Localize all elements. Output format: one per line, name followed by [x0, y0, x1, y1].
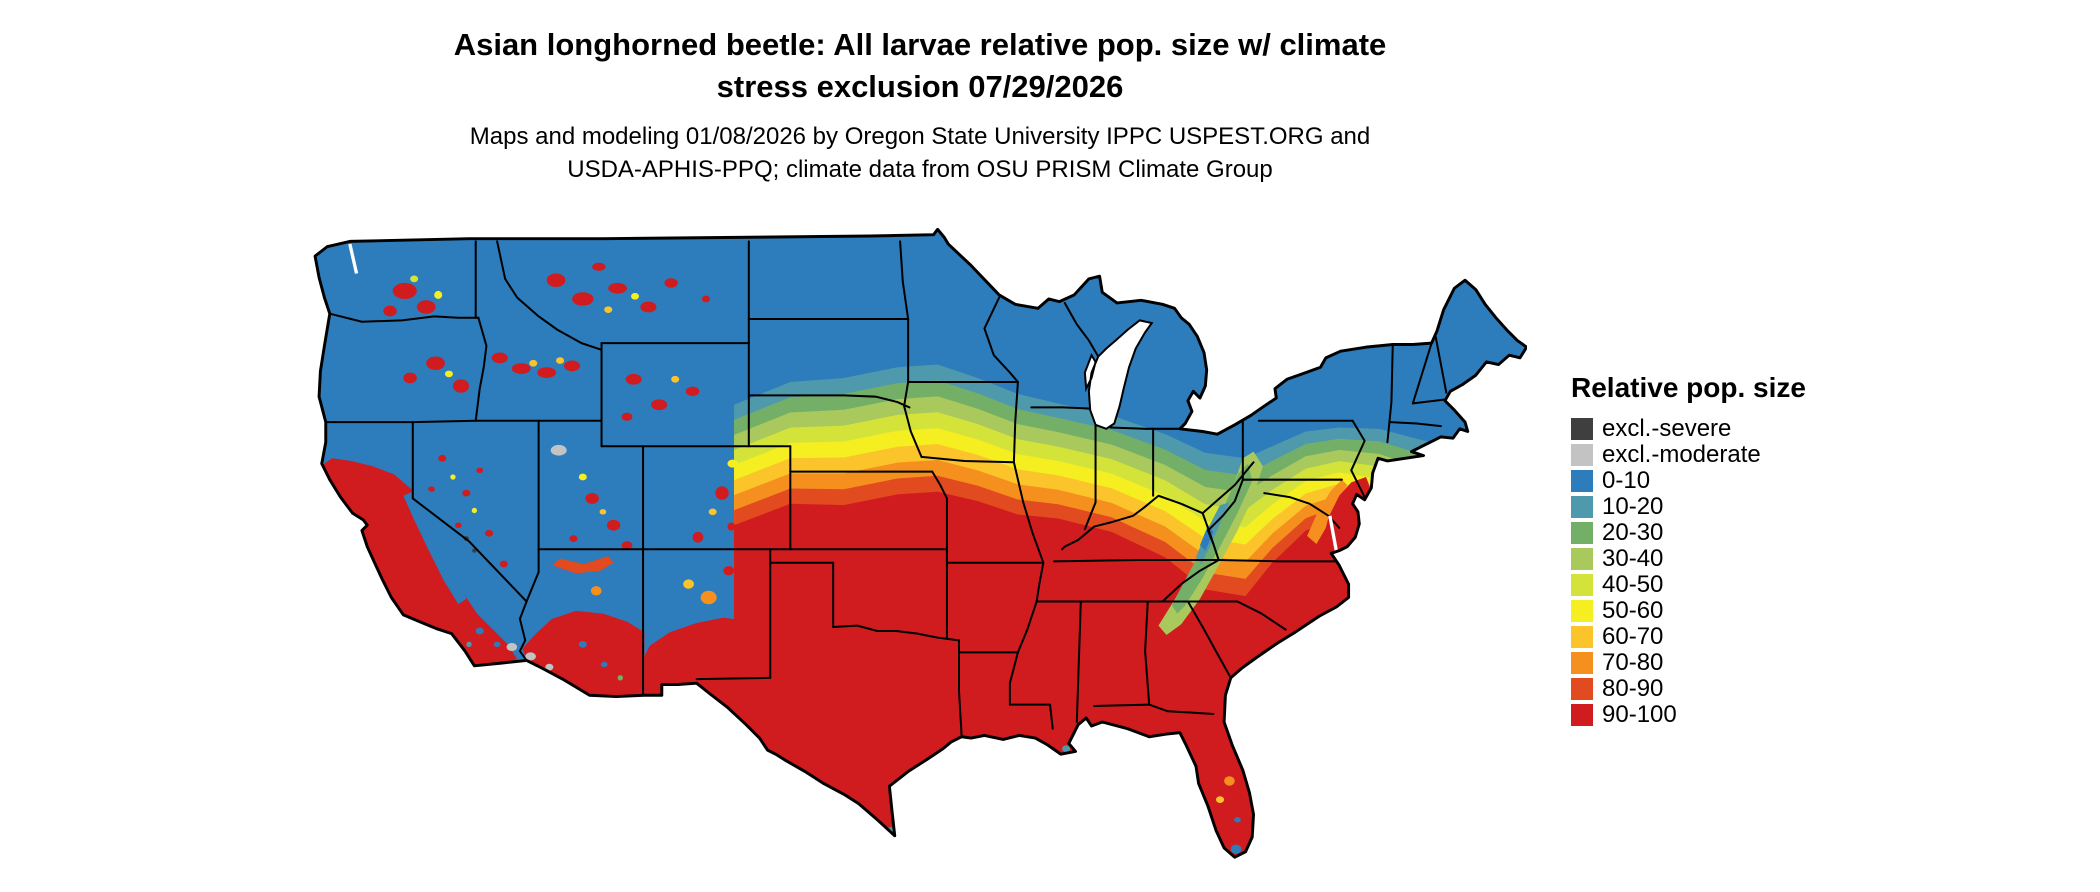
- legend-swatch: [1571, 652, 1593, 674]
- map-subtitle: Maps and modeling 01/08/2026 by Oregon S…: [0, 120, 1840, 186]
- map-subtitle-line1: Maps and modeling 01/08/2026 by Oregon S…: [469, 123, 1371, 150]
- legend-item: 60-70: [1571, 624, 1806, 650]
- legend-title: Relative pop. size: [1571, 372, 1806, 403]
- legend-item: excl.-moderate: [1571, 442, 1806, 468]
- legend-label: 0-10: [1602, 467, 1651, 494]
- legend-item: 90-100: [1571, 702, 1806, 728]
- legend-item: 30-40: [1571, 546, 1806, 572]
- terrain-patches-west: [321, 262, 771, 751]
- legend-swatch: [1571, 418, 1593, 440]
- legend-item: 70-80: [1571, 650, 1806, 676]
- legend-swatch: [1571, 678, 1593, 700]
- legend-item: 40-50: [1571, 572, 1806, 598]
- band-c90_100: [734, 491, 1527, 858]
- legend-label: 10-20: [1602, 493, 1664, 520]
- map-title: Asian longhorned beetle: All larvae rela…: [0, 24, 1840, 108]
- legend-item: 50-60: [1571, 598, 1806, 624]
- legend-swatch: [1571, 600, 1593, 622]
- legend-label: excl.-severe: [1602, 415, 1732, 442]
- legend-item: 20-30: [1571, 520, 1806, 546]
- legend-item: 10-20: [1571, 494, 1806, 520]
- legend-items: excl.-severe excl.-moderate 0-10 10-20 20-30…: [1571, 416, 1806, 728]
- legend-label: 50-60: [1602, 597, 1664, 624]
- legend-label: 70-80: [1602, 649, 1664, 676]
- legend-label: 30-40: [1602, 545, 1664, 572]
- map-title-line2: stress exclusion 07/29/2026: [716, 69, 1124, 104]
- legend-swatch: [1571, 574, 1593, 596]
- legend-item: 0-10: [1571, 468, 1806, 494]
- legend-label: 40-50: [1602, 571, 1664, 598]
- puget-sound: [348, 243, 359, 274]
- map-title-line1: Asian longhorned beetle: All larvae rela…: [453, 27, 1387, 62]
- legend-item: excl.-severe: [1571, 416, 1806, 442]
- legend-item: 80-90: [1571, 676, 1806, 702]
- legend-label: 60-70: [1602, 623, 1664, 650]
- legend-swatch: [1571, 470, 1593, 492]
- legend-swatch: [1571, 548, 1593, 570]
- legend-swatch: [1571, 496, 1593, 518]
- us-outline: [313, 228, 1527, 859]
- water-inlets: [348, 243, 1339, 553]
- legend: Relative pop. size excl.-severe excl.-mod…: [1571, 372, 1806, 728]
- terrain-patches-southeast: [886, 745, 1242, 858]
- chesapeake-bay: [1328, 515, 1339, 553]
- legend-swatch: [1571, 626, 1593, 648]
- legend-label: 20-30: [1602, 519, 1664, 546]
- legend-label: excl.-moderate: [1602, 441, 1761, 468]
- us-map: [308, 228, 1527, 884]
- lake-michigan: [1083, 319, 1154, 430]
- map-fill-layers: [315, 229, 1527, 858]
- population-gradient-bands: [734, 364, 1527, 858]
- state-borders: [324, 240, 1448, 738]
- legend-label: 80-90: [1602, 675, 1664, 702]
- legend-swatch: [1571, 704, 1593, 726]
- map-subtitle-line2: USDA-APHIS-PPQ; climate data from OSU PR…: [567, 156, 1273, 183]
- legend-swatch: [1571, 522, 1593, 544]
- legend-label: 90-100: [1602, 701, 1677, 728]
- legend-swatch: [1571, 444, 1593, 466]
- us-map-canvas: [313, 228, 1527, 859]
